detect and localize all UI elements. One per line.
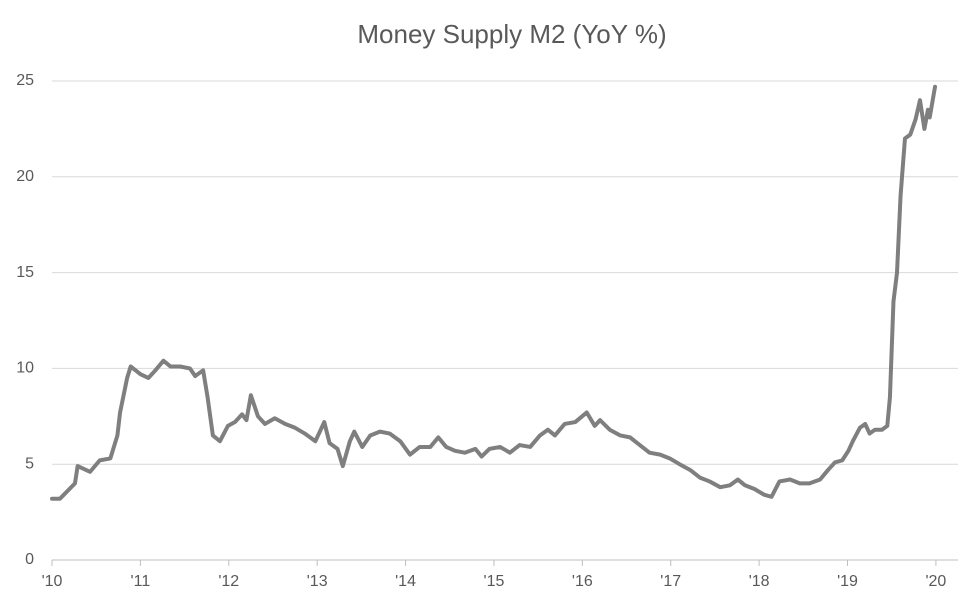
chart-title: Money Supply M2 (YoY %) (357, 19, 666, 49)
y-tick-label: 10 (16, 360, 34, 377)
x-tick-label: '11 (131, 573, 151, 590)
y-tick-label: 15 (16, 264, 34, 281)
x-tick-label: '16 (572, 573, 593, 590)
x-tick-label: '18 (749, 573, 770, 590)
x-tick-label: '13 (307, 573, 328, 590)
y-tick-label: 25 (16, 72, 34, 89)
y-tick-label: 20 (16, 168, 34, 185)
y-tick-label: 0 (25, 551, 34, 568)
x-tick-label: '19 (837, 573, 858, 590)
x-tick-label: '20 (925, 573, 946, 590)
x-tick-label: '17 (660, 573, 681, 590)
y-tick-label: 5 (25, 455, 34, 472)
x-tick-label: '10 (42, 573, 63, 590)
x-tick-label: '15 (484, 573, 505, 590)
line (50, 84, 938, 501)
x-tick-label: '14 (395, 573, 416, 590)
x-tick-label: '12 (218, 573, 239, 590)
